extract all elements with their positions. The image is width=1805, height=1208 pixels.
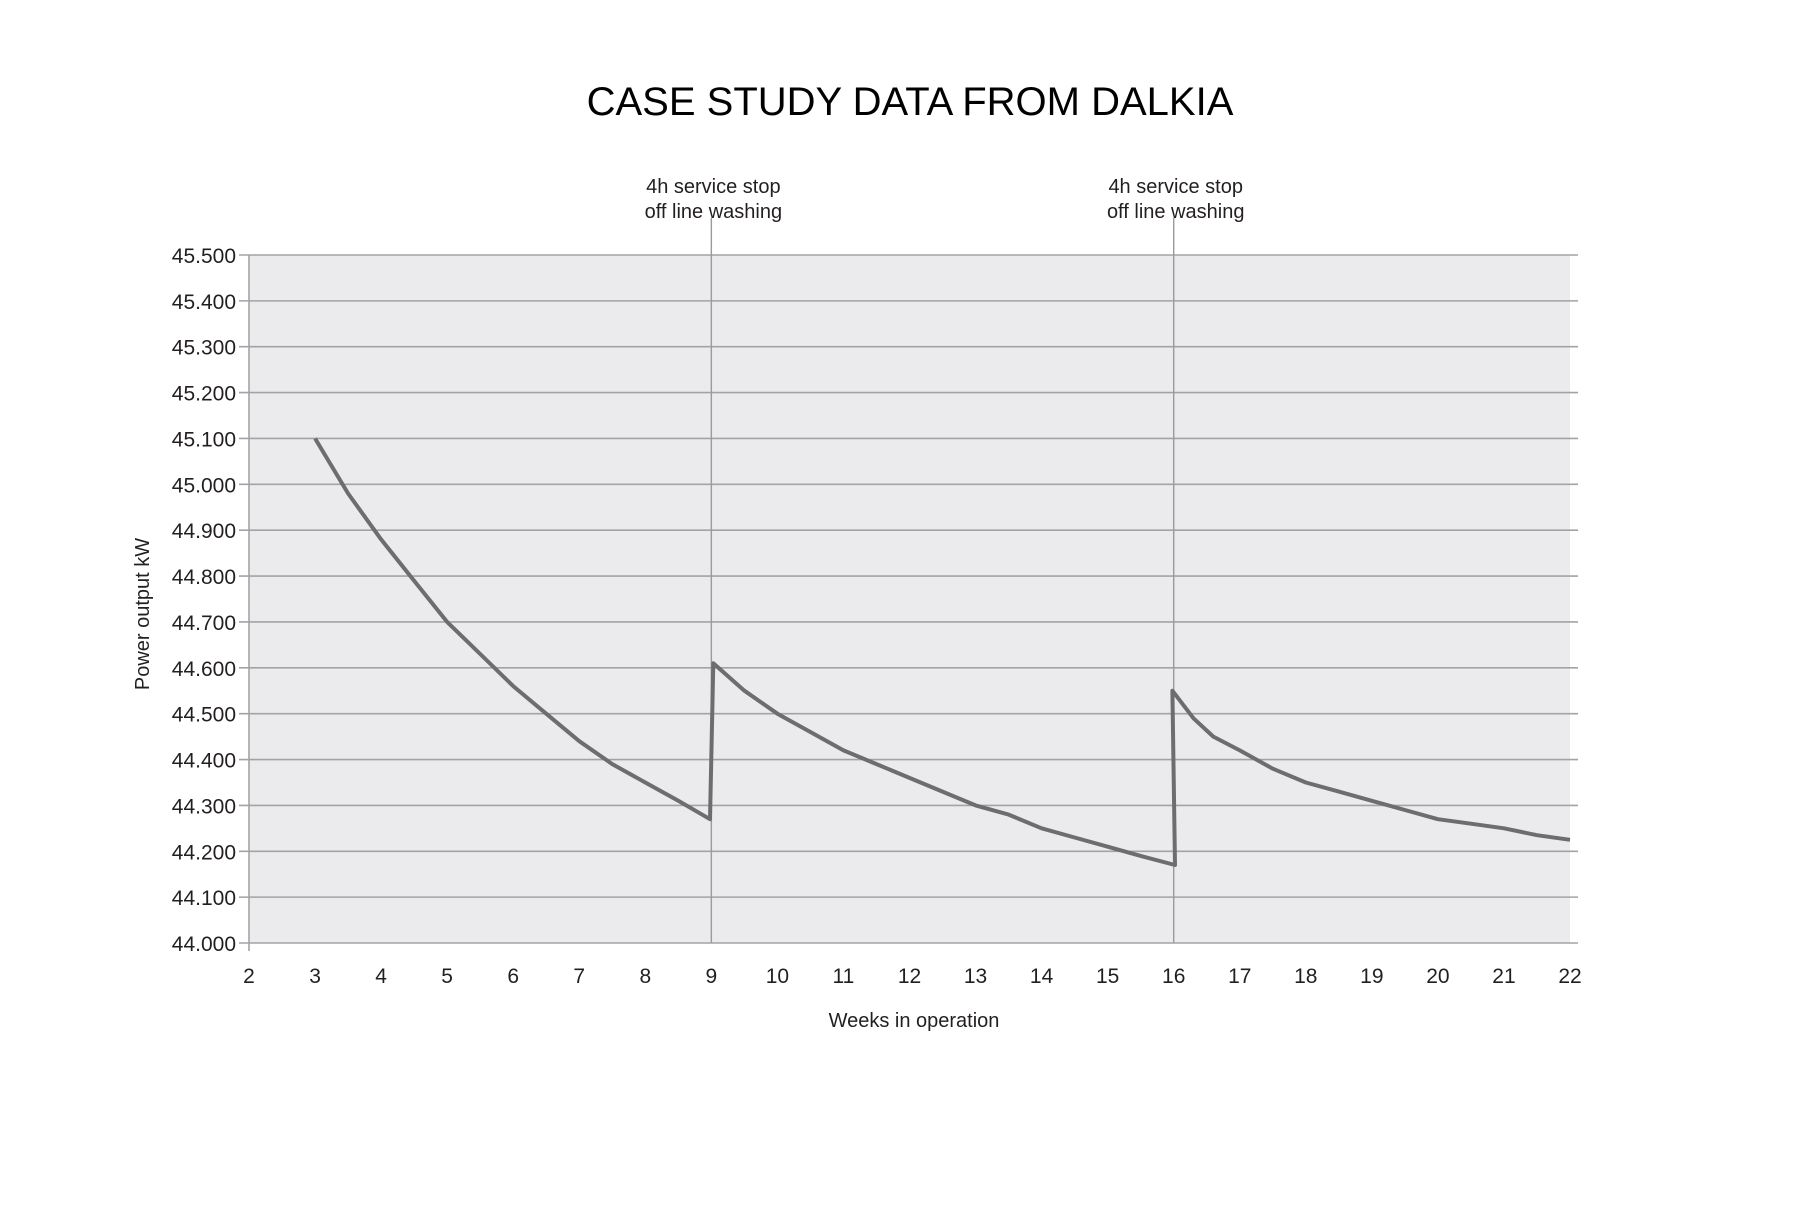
- y-tick-label: 44.800: [172, 566, 236, 589]
- y-tick-label: 44.500: [172, 704, 236, 727]
- annotation-label: 4h service stop: [1108, 176, 1243, 198]
- y-tick-label: 44.100: [172, 887, 236, 910]
- plot-background: [249, 255, 1570, 943]
- y-tick-label: 44.700: [172, 612, 236, 635]
- y-tick-label: 44.400: [172, 750, 236, 773]
- y-tick-label: 44.300: [172, 795, 236, 818]
- x-tick-label: 18: [1294, 965, 1317, 988]
- annotation-label: 4h service stop: [646, 176, 781, 198]
- y-tick-label: 45.000: [172, 474, 236, 497]
- x-axis-label: Weeks in operation: [829, 1010, 1000, 1032]
- x-tick-label: 19: [1360, 965, 1383, 988]
- x-tick-label: 5: [441, 965, 453, 988]
- y-tick-label: 45.100: [172, 428, 236, 451]
- x-tick-label: 8: [639, 965, 651, 988]
- annotation-label: off line washing: [645, 201, 783, 223]
- y-tick-label: 45.400: [172, 291, 236, 314]
- y-axis-label: Power output kW: [132, 538, 154, 690]
- x-tick-label: 16: [1162, 965, 1185, 988]
- x-tick-label: 3: [309, 965, 321, 988]
- series-line-power-output: [313, 437, 1571, 867]
- x-tick-label: 21: [1492, 965, 1515, 988]
- y-tick-label: 44.000: [172, 933, 236, 956]
- annotation-label: off line washing: [1107, 201, 1245, 223]
- x-tick-label: 22: [1558, 965, 1581, 988]
- x-tick-label: 6: [507, 965, 519, 988]
- y-tick-label: 44.200: [172, 841, 236, 864]
- y-tick-label: 44.600: [172, 658, 236, 681]
- x-tick-label: 11: [833, 965, 855, 988]
- x-tick-label: 12: [898, 965, 921, 988]
- x-tick-label: 13: [964, 965, 987, 988]
- x-tick-label: 2: [243, 965, 255, 988]
- y-tick-label: 44.900: [172, 520, 236, 543]
- x-tick-label: 17: [1228, 965, 1251, 988]
- x-tick-label: 15: [1096, 965, 1119, 988]
- x-tick-label: 20: [1426, 965, 1449, 988]
- x-tick-label: 7: [573, 965, 585, 988]
- x-tick-label: 10: [766, 965, 789, 988]
- y-tick-label: 45.300: [172, 337, 236, 360]
- chart-title: CASE STUDY DATA FROM DALKIA: [587, 80, 1234, 124]
- x-tick-label: 14: [1030, 965, 1054, 988]
- y-tick-label: 45.200: [172, 383, 236, 406]
- y-tick-label: 45.500: [172, 245, 236, 268]
- x-tick-label: 9: [706, 965, 718, 988]
- x-tick-label: 4: [375, 965, 387, 988]
